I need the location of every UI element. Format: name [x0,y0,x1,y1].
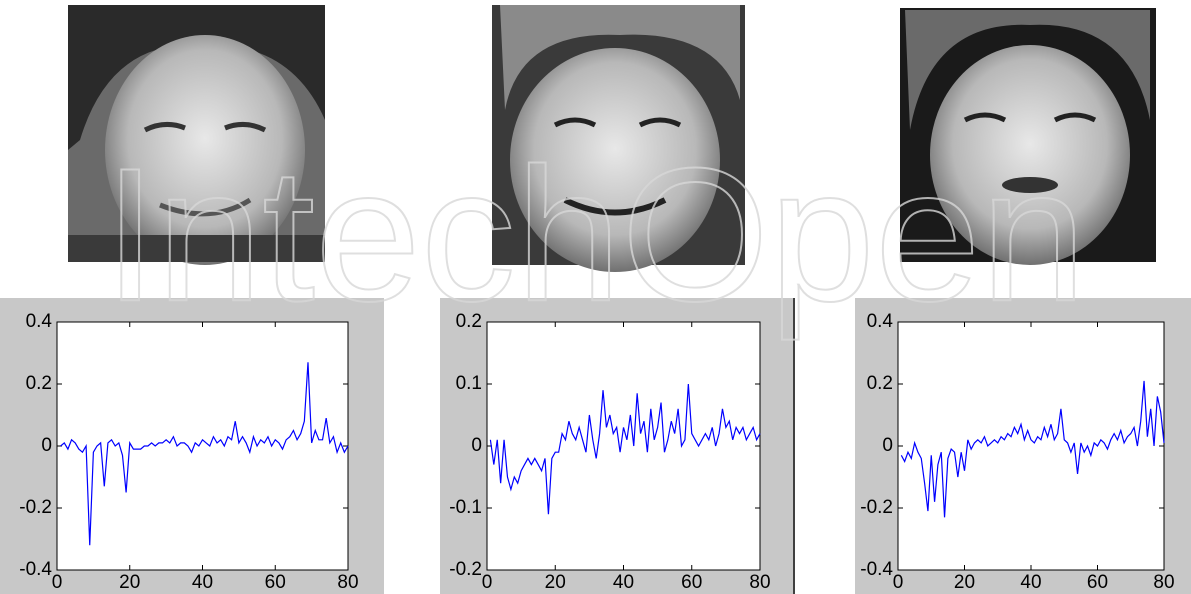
y-tick-label: -0.2 [449,559,482,580]
y-tick-label: 0 [41,435,52,456]
plot-area [897,321,1165,571]
y-tick-label: 0.1 [456,373,482,394]
x-tick-label: 80 [337,572,358,593]
x-tick-label: 80 [1153,572,1174,593]
data-line [900,380,1165,518]
y-tick-label: -0.1 [449,497,482,518]
watermark: IntechOpen [104,129,1086,341]
face-photo-3 [900,8,1156,265]
y-tick-label: 0.2 [867,373,893,394]
x-tick-label: 0 [893,572,904,593]
x-tick-label: 20 [954,572,975,593]
x-tick-label: 20 [119,572,140,593]
y-tick-label: 0 [882,435,893,456]
plot-area [486,321,761,571]
data-line [60,362,349,546]
plot-area [56,321,349,571]
x-tick-label: 0 [52,572,63,593]
x-tick-label: 60 [1087,572,1108,593]
y-tick-label: -0.2 [860,497,893,518]
x-tick-label: 40 [613,572,634,593]
y-tick-label: -0.4 [19,559,52,580]
y-tick-label: -0.2 [19,497,52,518]
x-tick-label: 60 [681,572,702,593]
x-tick-label: 40 [1020,572,1041,593]
face-photo-2 [492,5,745,272]
y-tick-label: -0.4 [860,559,893,580]
data-line [489,383,761,515]
y-tick-label: 0 [471,435,482,456]
face-photo-1 [68,5,325,265]
y-tick-label: 0.4 [867,311,894,332]
x-tick-label: 60 [265,572,286,593]
x-tick-label: 0 [482,572,493,593]
y-tick-label: 0.4 [26,311,53,332]
x-tick-label: 40 [192,572,213,593]
y-tick-label: 0.2 [456,311,482,332]
y-tick-label: 0.2 [26,373,52,394]
x-tick-label: 80 [749,572,770,593]
x-tick-label: 20 [545,572,566,593]
